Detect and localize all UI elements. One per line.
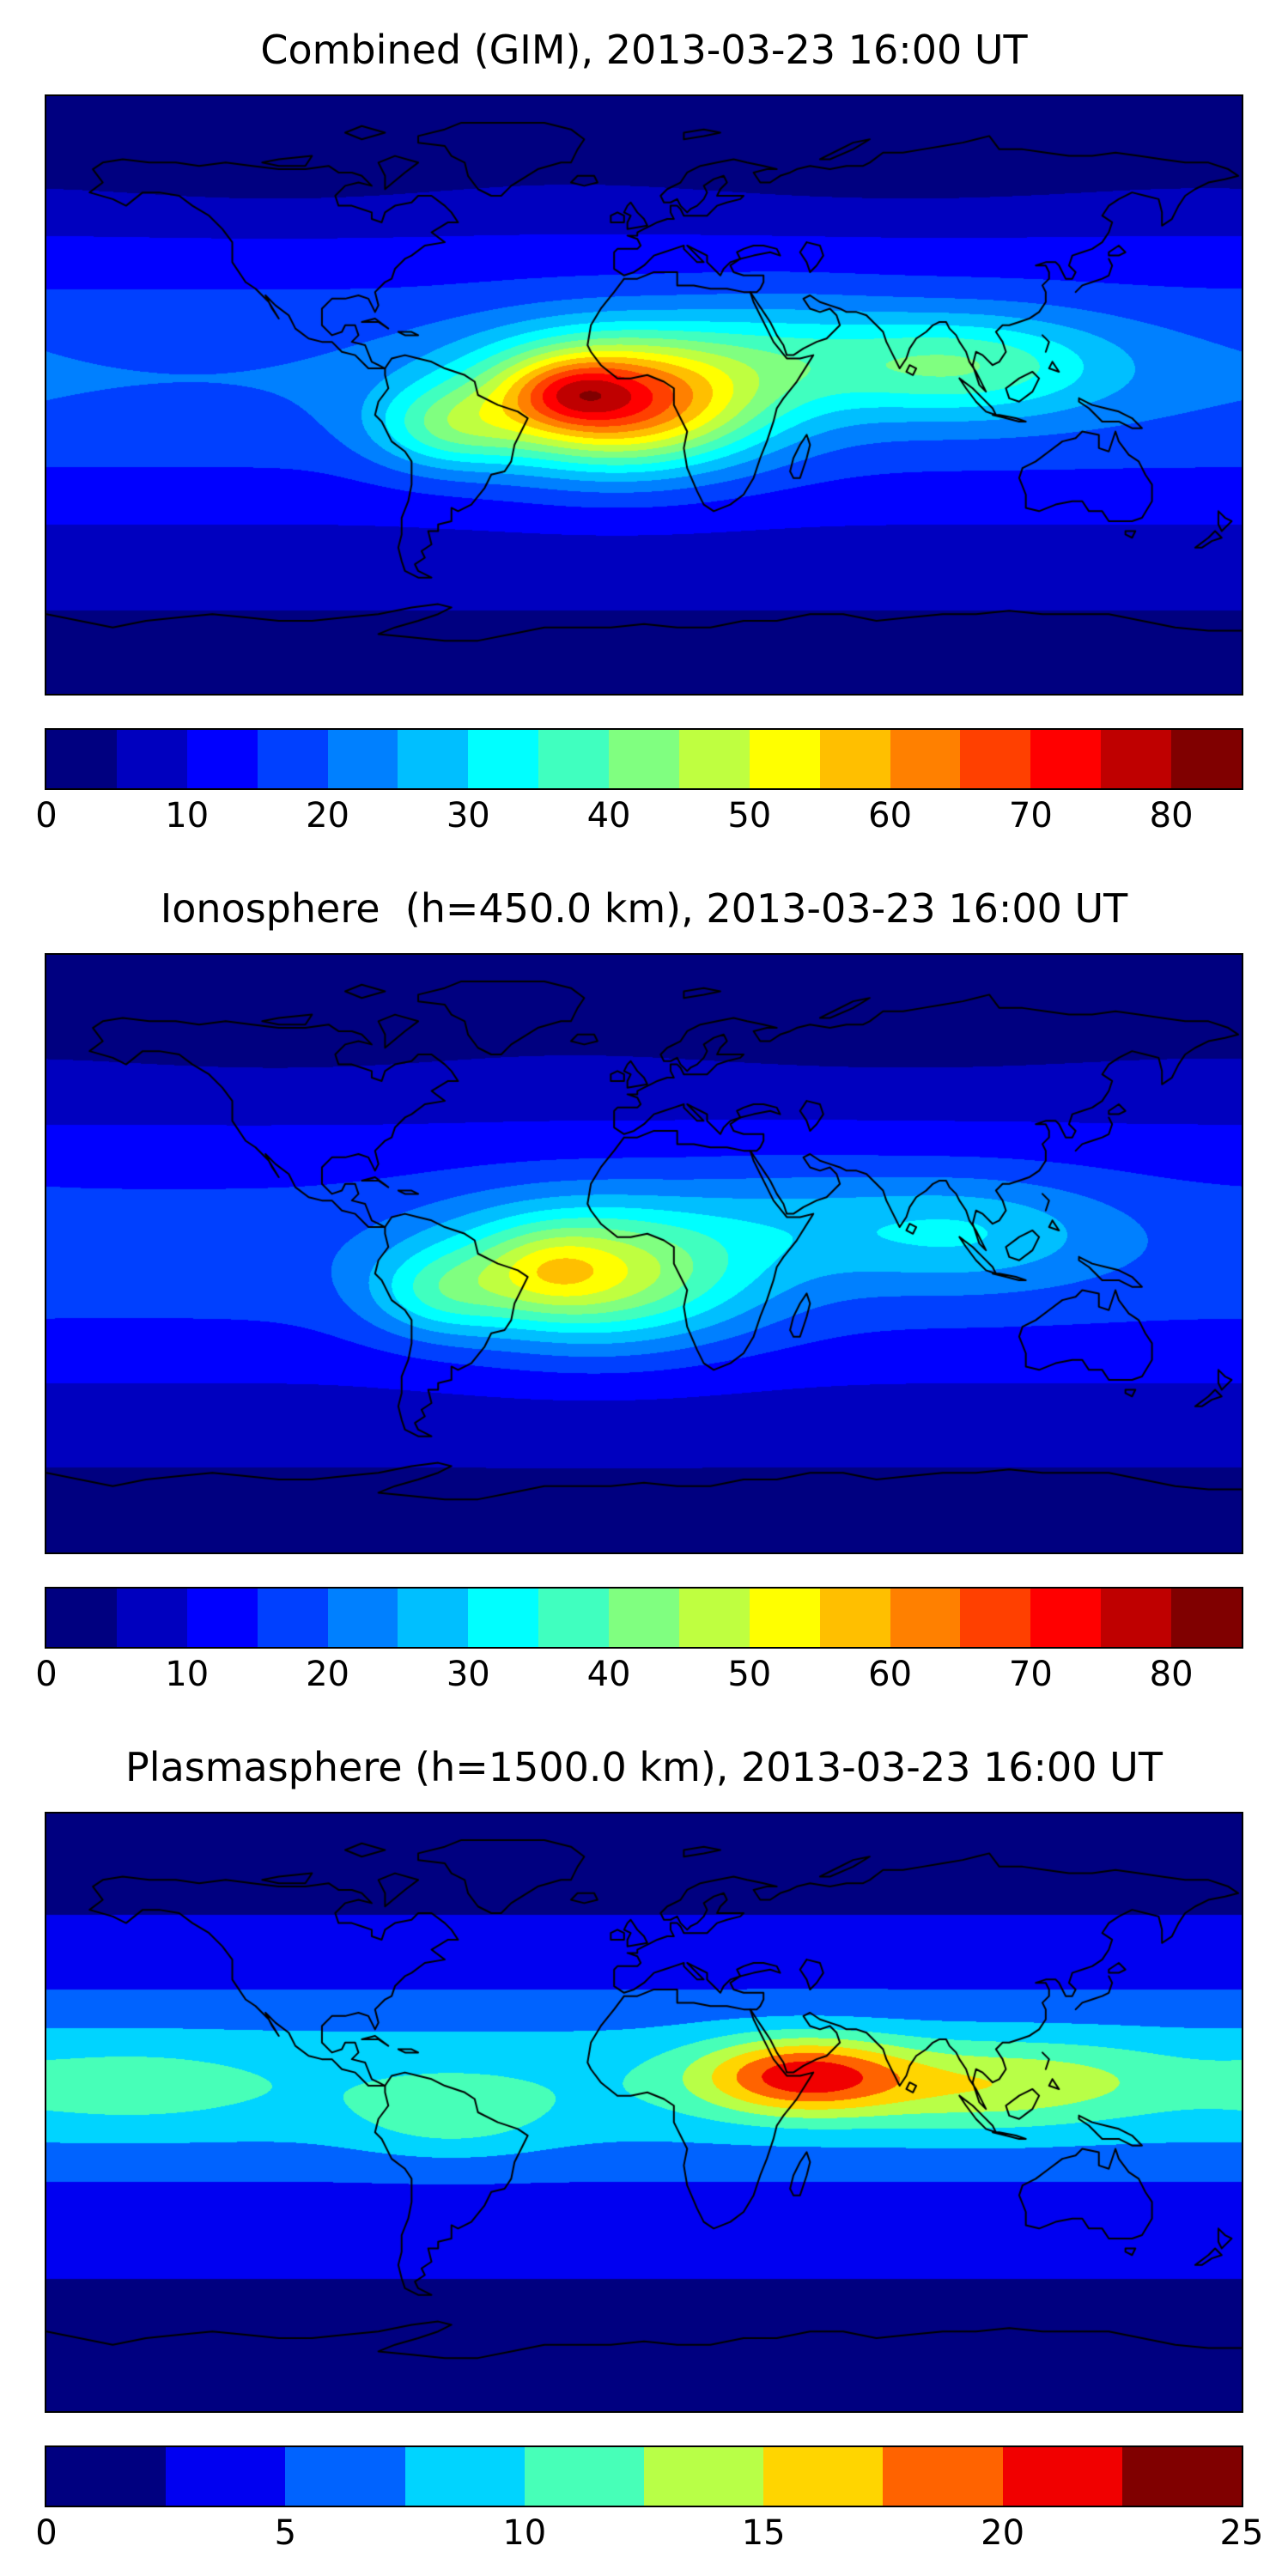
map-canvas-combined [46,96,1242,694]
colorbar-segment [749,730,820,788]
colorbar-segment [398,730,469,788]
colorbar-tick-label: 50 [727,796,772,835]
colorbar-ticks-combined: 0 10 20 30 40 50 60 70 80 [35,793,1242,838]
colorbar-tick-label: 10 [502,2513,547,2553]
colorbar-tick-label: 20 [306,796,349,835]
colorbar-tick-label: 10 [165,796,210,835]
colorbar-plasmasphere [45,2445,1243,2507]
colorbar-segment [327,730,398,788]
colorbar-segment [46,1589,117,1647]
colorbar-tick-label: 20 [306,1655,349,1694]
colorbar-segment [609,730,679,788]
colorbar-segment [116,1589,187,1647]
map-combined [45,94,1243,696]
colorbar-segment [166,2447,286,2506]
colorbar-tick-label: 70 [1008,1655,1053,1694]
colorbar-segment [538,730,609,788]
colorbar-tick-label: 50 [727,1655,772,1694]
colorbar-tick-label: 0 [35,796,58,835]
colorbar-segment [116,730,187,788]
colorbar-segment [609,1589,679,1647]
colorbar-tick-label: 80 [1149,1655,1194,1694]
colorbar-tick-label: 10 [165,1655,210,1694]
colorbar-segment [1030,1589,1102,1647]
colorbar-segment [960,730,1031,788]
colorbar-tick-label: 60 [868,1655,913,1694]
colorbar-segment [257,730,328,788]
panel-ionosphere: Ionosphere (h=450.0 km), 2013-03-23 16:0… [0,859,1288,1717]
colorbar-segment [883,2447,1003,2506]
colorbar-tick-label: 15 [741,2513,786,2553]
colorbar-segment [1002,2447,1122,2506]
colorbar-segment [678,730,750,788]
colorbar-segment [1030,730,1102,788]
panel-plasmasphere: Plasmasphere (h=1500.0 km), 2013-03-23 1… [0,1717,1288,2576]
map-canvas-ionosphere [46,955,1242,1552]
colorbar-segment [819,1589,890,1647]
colorbar-segment [468,1589,539,1647]
colorbar-ticks-plasmasphere: 0 5 10 15 20 25 [35,2511,1263,2555]
colorbar-tick-label: 40 [586,1655,631,1694]
colorbar-segment [398,1589,469,1647]
colorbar-segment [186,1589,258,1647]
colorbar-combined [45,728,1243,790]
colorbar-segment [538,1589,609,1647]
colorbar-segment [1121,2447,1242,2506]
colorbar-tick-label: 25 [1219,2513,1264,2553]
panel-title-plasmasphere: Plasmasphere (h=1500.0 km), 2013-03-23 1… [125,1744,1163,1790]
colorbar-tick-label: 30 [446,1655,490,1694]
colorbar-segment [763,2447,884,2506]
colorbar-segment [678,1589,750,1647]
colorbar-segment [468,730,539,788]
colorbar-segment [749,1589,820,1647]
colorbar-tick-label: 30 [446,796,490,835]
colorbar-segment [186,730,258,788]
colorbar-tick-label: 0 [35,1655,58,1694]
colorbar-segment [890,730,961,788]
map-canvas-plasmasphere [46,1814,1242,2411]
colorbar-segment [46,2447,167,2506]
colorbar-segment [890,1589,961,1647]
colorbar-segment [327,1589,398,1647]
colorbar-tick-label: 5 [274,2513,297,2553]
colorbar-segment [1171,730,1242,788]
map-plasmasphere [45,1812,1243,2413]
map-ionosphere [45,953,1243,1554]
colorbar-segment [285,2447,405,2506]
colorbar-tick-label: 80 [1149,796,1194,835]
colorbar-segment [46,730,117,788]
colorbar-tick-label: 60 [868,796,913,835]
panel-title-ionosphere: Ionosphere (h=450.0 km), 2013-03-23 16:0… [160,885,1128,932]
colorbar-segment [404,2447,525,2506]
colorbar-ticks-ionosphere: 0 10 20 30 40 50 60 70 80 [35,1652,1242,1697]
panel-title-combined: Combined (GIM), 2013-03-23 16:00 UT [260,27,1028,73]
colorbar-tick-label: 0 [35,2513,58,2553]
colorbar-segment [1101,730,1171,788]
colorbar-segment [524,2447,645,2506]
colorbar-tick-label: 20 [981,2513,1025,2553]
colorbar-tick-label: 40 [586,796,631,835]
colorbar-segment [1101,1589,1171,1647]
colorbar-segment [960,1589,1031,1647]
colorbar-segment [1171,1589,1242,1647]
colorbar-segment [819,730,890,788]
panel-combined-gim: Combined (GIM), 2013-03-23 16:00 UT 0 10 2… [0,0,1288,859]
colorbar-tick-label: 70 [1008,796,1053,835]
colorbar-segment [257,1589,328,1647]
colorbar-ionosphere [45,1587,1243,1649]
colorbar-segment [644,2447,764,2506]
